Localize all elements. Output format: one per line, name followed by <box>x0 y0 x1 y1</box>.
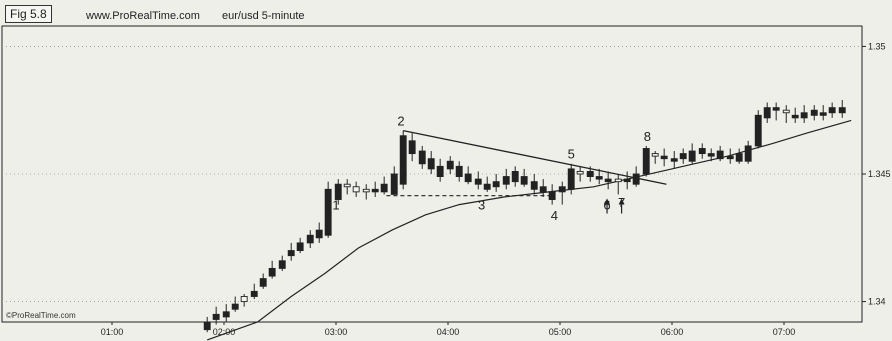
candle-body <box>800 112 808 119</box>
candle-body <box>306 234 314 244</box>
candle-body <box>520 176 528 185</box>
up-arrow-head <box>618 198 625 205</box>
candle-body <box>315 229 323 239</box>
candle-body <box>735 153 743 162</box>
candle-body <box>278 260 286 269</box>
candle-body <box>259 278 267 287</box>
candle-body <box>240 296 248 303</box>
annotation-label-5: 5 <box>568 147 575 162</box>
candle-body <box>203 321 211 331</box>
candle-body <box>250 290 258 297</box>
candle-body <box>222 311 230 318</box>
candle-body <box>754 114 762 147</box>
candle-body <box>539 186 547 193</box>
figure-label: Fig 5.8 <box>5 5 52 23</box>
x-tick-label: 05:00 <box>549 327 572 337</box>
trendline <box>403 129 667 185</box>
candle-body <box>838 107 846 114</box>
annotation-label-1: 1 <box>332 198 339 213</box>
candle-body <box>567 168 575 190</box>
annotation-label-2: 2 <box>397 114 404 129</box>
candle-body <box>623 178 631 183</box>
candle-body <box>586 170 594 178</box>
x-tick-label: 03:00 <box>325 327 348 337</box>
annotation-label-4: 4 <box>551 208 558 223</box>
candle-body <box>642 148 650 175</box>
candle-body <box>670 158 678 162</box>
candle-body <box>212 313 220 320</box>
candle-body <box>380 183 388 193</box>
candle-body <box>343 183 351 188</box>
candle-body <box>296 242 304 252</box>
candle-body <box>399 135 407 185</box>
candle-body <box>688 150 696 162</box>
annotation-label-8: 8 <box>644 129 651 144</box>
candle-body <box>576 170 584 175</box>
candle-body <box>744 145 752 162</box>
candle-body <box>492 181 500 188</box>
candle-body <box>782 109 790 114</box>
candle-body <box>828 107 836 114</box>
up-arrow-head <box>604 198 611 205</box>
candle-body <box>418 150 426 165</box>
y-tick-label: 1.35 <box>868 41 886 51</box>
candle-body <box>427 158 435 170</box>
candle-body <box>371 188 379 193</box>
candle-body <box>810 109 818 116</box>
candle-body <box>268 267 276 277</box>
candle-body <box>660 155 668 160</box>
x-tick-label: 07:00 <box>773 327 796 337</box>
candle-body <box>287 250 295 257</box>
candle-body <box>324 188 332 236</box>
candle-body <box>548 191 556 200</box>
annotation-label-7: 7 <box>618 195 625 210</box>
candle-body <box>502 176 510 185</box>
candle-body <box>474 178 482 185</box>
candle-body <box>791 114 799 119</box>
y-tick-label: 1.34 <box>868 297 886 307</box>
x-tick-label: 06:00 <box>661 327 684 337</box>
candle-body <box>558 186 566 193</box>
candle-body <box>698 148 706 155</box>
candle-body <box>390 173 398 195</box>
candle-body <box>763 107 771 119</box>
x-tick-label: 04:00 <box>437 327 460 337</box>
candle-body <box>726 155 734 160</box>
candle-body <box>436 165 444 178</box>
moving-average-line <box>206 119 852 341</box>
candle-body <box>455 165 463 178</box>
candle-body <box>464 173 472 183</box>
annotation-label-6: 6 <box>603 198 610 213</box>
candle-body <box>352 186 360 193</box>
watermark: ©ProRealTime.com <box>6 311 76 320</box>
candle-body <box>231 303 239 310</box>
candle-body <box>604 178 612 183</box>
x-tick-label: 02:00 <box>213 327 236 337</box>
candle-body <box>530 181 538 190</box>
y-tick-label: 1.345 <box>868 169 891 179</box>
candle-body <box>716 150 724 160</box>
candle-body <box>819 112 827 116</box>
annotation-label-3: 3 <box>478 198 485 213</box>
candle-body <box>595 176 603 180</box>
candle-body <box>707 153 715 157</box>
candle-body <box>483 183 491 190</box>
candle-body <box>334 183 342 200</box>
candle-body <box>408 140 416 155</box>
instrument-label: eur/usd 5-minute <box>222 10 305 22</box>
candle-body <box>651 153 659 157</box>
candle-body <box>772 107 780 111</box>
x-tick-label: 01:00 <box>101 327 124 337</box>
candle-body <box>511 170 519 183</box>
candle-body <box>632 173 640 185</box>
candle-body <box>362 188 370 193</box>
site-label: www.ProRealTime.com <box>86 10 200 22</box>
candle-body <box>446 160 454 170</box>
candle-body <box>679 153 687 160</box>
candle-body <box>614 178 622 183</box>
